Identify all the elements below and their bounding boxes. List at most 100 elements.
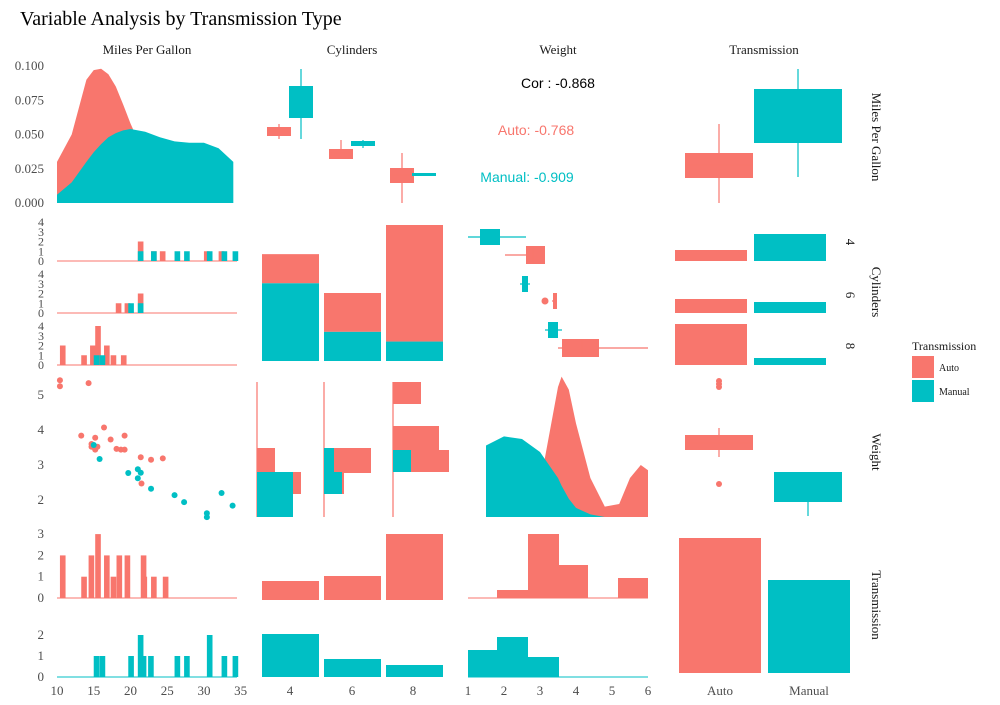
cyl-strip-8: 8 [843, 343, 858, 350]
weight-x-tick-label: 6 [645, 683, 652, 698]
weight-cyl8-bar-auto [393, 426, 439, 451]
mpg-x-tick-label: 15 [87, 683, 100, 698]
cyl8-count-tick-label: 3 [38, 329, 44, 343]
scatter-point-manual [125, 470, 132, 477]
cyl4-hist-bar-auto [218, 251, 225, 261]
cyl8-manual-count-bar [386, 665, 443, 677]
trans-manual-mpg-bar [93, 656, 100, 677]
weight-auto-bar [497, 590, 528, 598]
weight-manual-bar [497, 637, 528, 677]
trans-manual-count-tick-label: 2 [38, 627, 45, 642]
trans-auto-mpg-bar [141, 576, 148, 598]
scatter-point-manual [134, 475, 141, 482]
weight-x-tick-label: 2 [501, 683, 508, 698]
legend-label-manual: Manual [939, 387, 970, 398]
row-header-cylinders: Cylinders [869, 267, 884, 318]
cyl8-hist-bar-auto [110, 355, 117, 365]
column-header-transmission: Transmission [729, 42, 799, 57]
scatter-point-auto [107, 436, 114, 443]
cyl4-hist-bar-auto [203, 251, 210, 261]
weight-auto-bar [618, 578, 648, 598]
mpg-density-tick-label: 0.075 [15, 92, 44, 107]
scatter-point-auto [85, 380, 92, 387]
cyl4-hist-bar-manual [137, 251, 144, 261]
cor-manual-label: Manual: -0.909 [480, 169, 574, 185]
trans-manual-count-tick-label: 0 [38, 669, 45, 684]
weight-cyl6-bar-manual [324, 472, 342, 494]
trans-auto-mpg-bar [162, 576, 169, 598]
cyl-x-tick-label: 8 [410, 683, 417, 698]
scatter-point-auto [113, 445, 120, 452]
trans-manual-bar [768, 580, 850, 673]
column-header-mpg: Miles Per Gallon [103, 42, 192, 57]
cyl4-manual-box-box [289, 86, 313, 118]
weight-x-tick-label: 1 [465, 683, 472, 698]
trans-auto-weight-outlier [716, 481, 722, 487]
mpg-density-manual [57, 129, 234, 203]
scatter-point-auto [138, 480, 145, 487]
trans-manual-mpg-bar [232, 656, 239, 677]
cyl8-trans-auto-bar [675, 324, 747, 365]
cyl6-hist-bar-manual [137, 303, 144, 313]
row-header-weight: Weight [869, 433, 884, 471]
cyl4-count-tick-label: 4 [38, 215, 44, 229]
trans-auto-mpg-bar [151, 576, 157, 598]
cyl8-hist-bar-auto [90, 345, 96, 365]
weight-density-auto [486, 376, 648, 517]
cyl6-trans-manual-bar [754, 302, 826, 313]
trans-manual-mpg-bar [148, 656, 154, 677]
cyl-bar-manual [386, 341, 443, 361]
trans-auto-mpg-bar [110, 576, 117, 598]
cyl-bar-auto [324, 293, 381, 332]
cyl8-hist-bar-auto [95, 326, 101, 365]
cyl4-auto-weight-box [526, 246, 545, 264]
cyl6-auto-box-box [329, 149, 353, 159]
cyl4-hist-bar-manual [174, 251, 181, 261]
legend-key-manual [912, 380, 934, 402]
weight-manual-bar [468, 650, 497, 677]
row-header-transmission: Transmission [869, 570, 884, 640]
legend-key-auto [912, 356, 934, 378]
legend: Transmission Auto Manual [912, 339, 976, 402]
cyl8-hist-bar-auto [104, 345, 110, 365]
chart-title: Variable Analysis by Transmission Type [20, 8, 342, 30]
trans-auto-mpg-bar [104, 555, 110, 598]
weight-y-tick-label: 5 [38, 387, 45, 402]
mpg-x-tick-label: 30 [197, 683, 210, 698]
trans-manual-mpg-box-box [754, 89, 842, 143]
weight-y-tick-label: 2 [38, 492, 45, 507]
trans-manual-mpg-bar [221, 656, 228, 677]
cyl8-trans-manual-bar [754, 358, 826, 365]
trans-auto-count-tick-label: 1 [38, 569, 45, 584]
scatter-point-manual [148, 485, 155, 492]
cyl4-count-tick-label: 1 [38, 244, 44, 258]
cyl6-count-tick-label: 3 [38, 277, 44, 291]
trans-x-tick-label-manual: Manual [789, 683, 829, 698]
weight-y-tick-label: 4 [38, 422, 45, 437]
weight-cyl8-bar-manual [393, 450, 411, 472]
cyl8-hist-bar-manual [93, 355, 100, 365]
scatter-point-auto [78, 432, 85, 439]
cyl4-count-tick-label: 0 [38, 254, 44, 268]
scatter-point-auto [121, 446, 128, 453]
scatter-point-manual [90, 442, 97, 449]
mpg-density-tick-label: 0.000 [15, 195, 44, 210]
cyl-strip-6: 6 [843, 292, 858, 299]
scatter-point-manual [229, 502, 236, 509]
cyl4-manual-count-bar [262, 634, 319, 677]
cyl4-trans-manual-bar [754, 234, 826, 261]
cyl4-trans-auto-bar [675, 250, 747, 261]
cyl4-hist-bar-manual [151, 251, 157, 261]
cyl8-count-tick-label: 0 [38, 358, 44, 372]
cyl8-hist-bar-manual [99, 355, 106, 365]
legend-label-auto: Auto [939, 363, 959, 374]
cor-auto-label: Auto: -0.768 [498, 122, 574, 138]
trans-auto-mpg-bar [124, 555, 131, 598]
trans-manual-mpg-bar [140, 656, 147, 677]
cyl4-count-tick-label: 3 [38, 225, 44, 239]
trans-manual-weight-box-box [774, 472, 842, 502]
trans-auto-mpg-bar [116, 555, 123, 598]
scatter-point-manual [171, 492, 178, 499]
weight-auto-bar [559, 565, 588, 598]
